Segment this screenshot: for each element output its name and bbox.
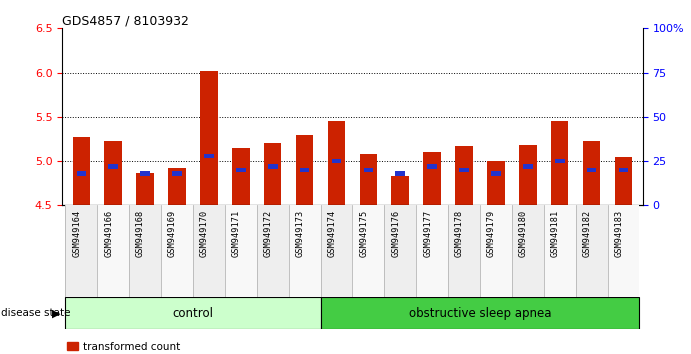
Text: GSM949174: GSM949174	[328, 210, 337, 257]
Text: GSM949169: GSM949169	[168, 210, 177, 257]
Bar	[77, 171, 86, 176]
Text: GSM949177: GSM949177	[423, 210, 432, 257]
Text: obstructive sleep apnea: obstructive sleep apnea	[409, 307, 551, 320]
Text: GSM949172: GSM949172	[264, 210, 273, 257]
Bar	[66, 297, 321, 329]
Bar	[332, 159, 341, 163]
Bar	[236, 168, 245, 172]
Text: GSM949178: GSM949178	[455, 210, 464, 257]
Bar	[384, 205, 416, 301]
Bar	[268, 164, 278, 169]
Legend: transformed count, percentile rank within the sample: transformed count, percentile rank withi…	[68, 342, 259, 354]
Text: GSM949175: GSM949175	[359, 210, 368, 257]
Bar	[352, 205, 384, 301]
Text: GDS4857 / 8103932: GDS4857 / 8103932	[62, 14, 189, 27]
Text: GSM949176: GSM949176	[391, 210, 400, 257]
Bar	[321, 205, 352, 301]
Bar	[555, 159, 565, 163]
Bar	[551, 121, 569, 205]
Bar	[161, 205, 193, 301]
Text: GSM949170: GSM949170	[200, 210, 209, 257]
Text: ▶: ▶	[52, 308, 60, 318]
Bar	[392, 176, 409, 205]
Text: GSM949166: GSM949166	[104, 210, 113, 257]
Bar	[200, 71, 218, 205]
Bar	[587, 168, 596, 172]
Bar	[544, 205, 576, 301]
Bar	[73, 137, 90, 205]
Bar	[519, 145, 537, 205]
Bar	[264, 143, 281, 205]
Bar	[97, 205, 129, 301]
Text: GSM949179: GSM949179	[487, 210, 496, 257]
Text: disease state: disease state	[1, 308, 70, 318]
Bar	[487, 161, 504, 205]
Text: GSM949164: GSM949164	[73, 210, 82, 257]
Bar	[140, 171, 150, 176]
Bar	[300, 168, 310, 172]
Text: GSM949180: GSM949180	[519, 210, 528, 257]
Bar	[289, 205, 321, 301]
Bar	[359, 154, 377, 205]
Bar	[172, 171, 182, 176]
Bar	[618, 168, 628, 172]
Bar	[607, 205, 639, 301]
Bar	[257, 205, 289, 301]
Bar	[448, 205, 480, 301]
Bar	[583, 141, 600, 205]
Bar	[615, 157, 632, 205]
Bar	[512, 205, 544, 301]
Bar	[424, 152, 441, 205]
Bar	[136, 172, 154, 205]
Bar	[66, 205, 97, 301]
Bar	[104, 141, 122, 205]
Bar	[576, 205, 607, 301]
Text: GSM949181: GSM949181	[551, 210, 560, 257]
Bar	[395, 171, 405, 176]
Bar	[427, 164, 437, 169]
Bar	[129, 205, 161, 301]
Bar	[460, 168, 469, 172]
Bar	[232, 148, 249, 205]
Text: control: control	[173, 307, 214, 320]
Bar	[225, 205, 257, 301]
Bar	[296, 135, 313, 205]
Bar	[491, 171, 501, 176]
Bar	[193, 205, 225, 301]
Text: GSM949182: GSM949182	[583, 210, 591, 257]
Bar	[204, 154, 214, 158]
Bar	[523, 164, 533, 169]
Bar	[321, 297, 639, 329]
Bar	[363, 168, 373, 172]
Bar	[416, 205, 448, 301]
Bar	[328, 121, 346, 205]
Text: GSM949183: GSM949183	[614, 210, 623, 257]
Text: GSM949173: GSM949173	[296, 210, 305, 257]
Bar	[480, 205, 512, 301]
Text: GSM949171: GSM949171	[231, 210, 240, 257]
Bar	[455, 146, 473, 205]
Text: GSM949168: GSM949168	[136, 210, 145, 257]
Bar	[108, 164, 118, 169]
Bar	[168, 168, 186, 205]
